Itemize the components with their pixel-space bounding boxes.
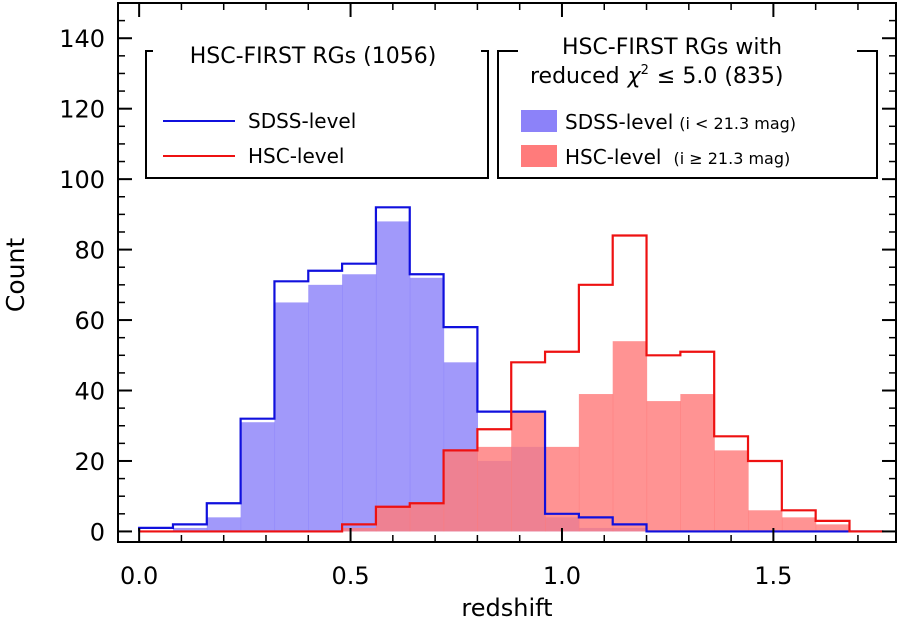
legend-left-title: HSC-FIRST RGs (1056) <box>190 44 437 69</box>
y-tick-label: 100 <box>59 166 105 194</box>
legend-right-frame <box>497 50 878 179</box>
outline-sdss-level-series <box>138 206 884 533</box>
bar-hsc-level-filled-18 <box>748 510 783 532</box>
legend-sdss-label: SDSS-level <box>248 109 356 133</box>
bar-hsc-level-filled-10 <box>477 446 512 532</box>
legend-right-threshold-text: ≤ 5.0 (835) <box>657 64 784 89</box>
bar-sdss-level-filled-7 <box>375 221 411 532</box>
x-axis-label: redshift <box>461 594 552 622</box>
legend-hsc-swatch <box>521 145 557 167</box>
bar-hsc-level-filled-16 <box>680 394 715 532</box>
bar-sdss-level-filled-3 <box>240 422 276 532</box>
bar-sdss-level-filled-5 <box>308 284 343 532</box>
bar-hsc-level-filled-17 <box>714 450 749 532</box>
y-tick-label: 20 <box>74 448 105 476</box>
legend-hsc-filled-note: (i ≥ 21.3 mag) <box>673 149 790 168</box>
y-tick-label: 140 <box>59 25 105 53</box>
filled-histograms <box>172 221 851 532</box>
y-tick-label: 0 <box>90 518 105 546</box>
legend-hsc-label: HSC-level <box>248 144 344 168</box>
legend-sdss-swatch <box>521 110 557 132</box>
y-tick-label: 40 <box>74 378 105 406</box>
plot-frame <box>117 2 897 543</box>
bar-hsc-level-filled-9 <box>443 450 479 532</box>
x-tick-label: 1.0 <box>543 562 581 590</box>
legend-hsc-filled-name: HSC-level <box>565 145 661 169</box>
legend-sdss-filled-name: SDSS-level <box>565 110 673 134</box>
legend-right-title-line1: HSC-FIRST RGs with <box>562 35 782 60</box>
legend-left-frame <box>145 50 489 179</box>
bar-sdss-level-filled-1 <box>172 527 208 532</box>
bar-hsc-level-filled-11 <box>511 411 546 532</box>
y-tick-label: 60 <box>74 307 105 335</box>
legend-left: HSC-FIRST RGs (1056) SDSS-level HSC-leve… <box>145 44 489 179</box>
legend-right: HSC-FIRST RGs with reduced χ2 ≤ 5.0 (835) … <box>497 35 878 179</box>
bar-hsc-level-filled-19 <box>781 517 817 532</box>
y-axis-label: Count <box>1 238 30 312</box>
bar-sdss-level-filled-6 <box>342 274 377 532</box>
bar-hsc-level-filled-15 <box>646 401 681 532</box>
outline-histograms <box>138 206 884 533</box>
legend-hsc-filled-label: HSC-level (i ≥ 21.3 mag) <box>565 145 790 169</box>
bar-sdss-level-filled-8 <box>409 277 445 532</box>
legend-sdss-filled-note: (i < 21.3 mag) <box>679 114 796 133</box>
legend-sdss-filled-label: SDSS-level (i < 21.3 mag) <box>565 110 796 134</box>
bar-hsc-level-filled-12 <box>545 446 580 532</box>
legend-right-reduced-text: reduced <box>530 64 620 89</box>
outline-hsc-level-series <box>139 234 884 533</box>
y-tick-label: 120 <box>59 96 105 124</box>
bar-hsc-level-filled-14 <box>612 341 648 532</box>
legend-right-chi-symbol: χ <box>627 64 642 89</box>
bar-sdss-level-filled-2 <box>206 517 242 532</box>
bar-hsc-level-filled-8 <box>409 503 445 532</box>
bar-sdss-level-filled-4 <box>274 302 309 532</box>
bar-hsc-level-filled-7 <box>375 506 411 532</box>
y-tick-label: 80 <box>74 237 105 265</box>
x-tick-label: 0.5 <box>331 562 369 590</box>
legend-right-title-line2: reduced χ2 ≤ 5.0 (835) <box>530 63 784 89</box>
bar-hsc-level-filled-6 <box>342 527 377 532</box>
legend-right-chi-superscript: 2 <box>641 63 649 78</box>
x-tick-label: 0.0 <box>120 562 158 590</box>
x-tick-label: 1.5 <box>754 562 792 590</box>
bar-hsc-level-filled-13 <box>578 394 614 532</box>
axis-ticks: 0.0 0.5 1.0 1.5 0 20 40 60 80 100 120 140 <box>59 3 896 590</box>
bar-hsc-level-filled-20 <box>815 524 851 532</box>
